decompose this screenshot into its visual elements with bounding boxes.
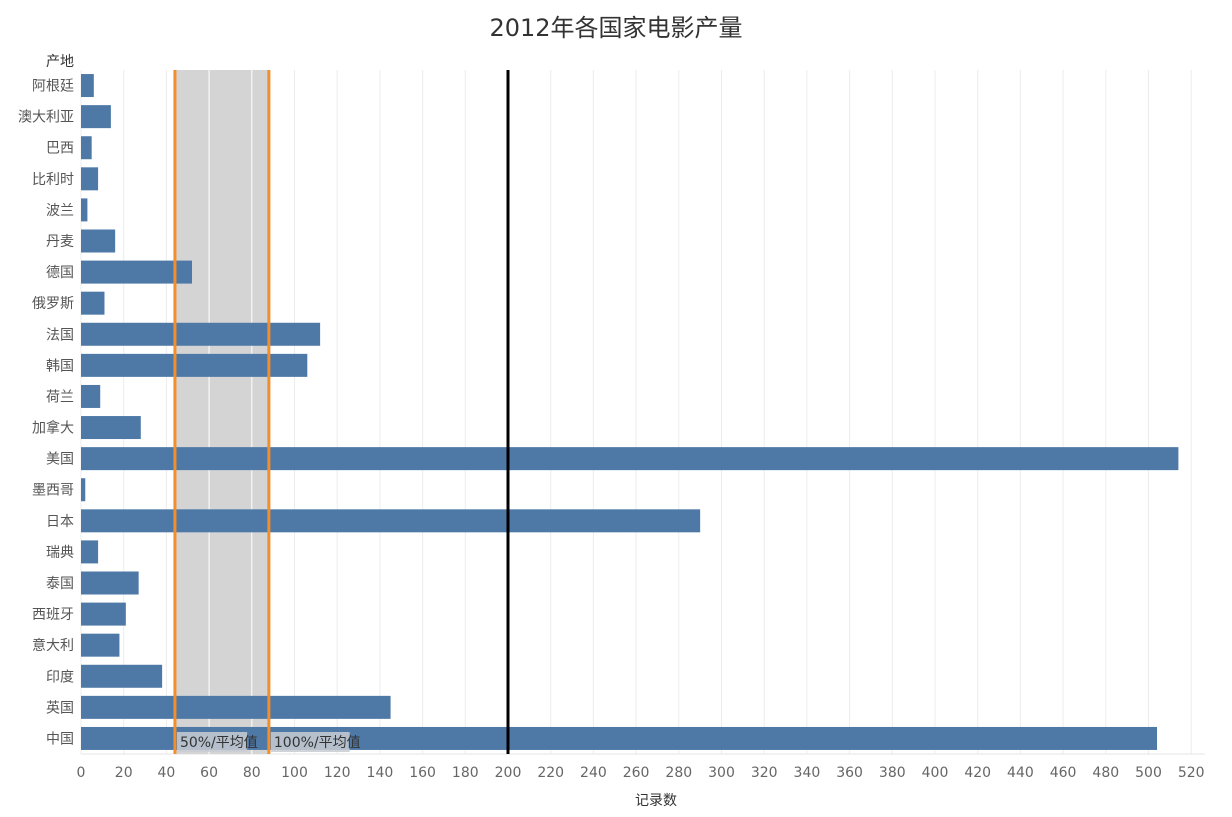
bar	[81, 571, 139, 595]
x-tick-label: 0	[77, 765, 86, 781]
bar	[81, 416, 141, 440]
category-labels: 阿根廷澳大利亚巴西比利时波兰丹麦德国俄罗斯法国韩国荷兰加拿大美国墨西哥日本瑞典泰…	[18, 79, 74, 748]
x-tick-label: 140	[367, 765, 394, 781]
x-tick-label: 240	[580, 765, 607, 781]
x-tick-label: 120	[324, 765, 351, 781]
bar	[81, 478, 86, 502]
x-tick-label: 520	[1178, 765, 1205, 781]
bar	[81, 726, 1158, 750]
bar	[81, 447, 1179, 471]
bar	[81, 664, 163, 688]
category-label: 阿根廷	[32, 79, 74, 95]
category-label: 比利时	[32, 172, 74, 188]
category-label: 西班牙	[32, 607, 74, 623]
reference-line-label: 100%/平均值	[274, 735, 361, 751]
reference-label-background	[270, 732, 350, 752]
x-tick-label: 200	[495, 765, 522, 781]
x-axis-title: 记录数	[635, 793, 677, 809]
x-tick-label: 360	[836, 765, 863, 781]
reference-label-background	[176, 732, 248, 752]
x-tick-label: 400	[922, 765, 949, 781]
x-tick-labels: 0 20 40 60 80 100 120 140 160 180 200 220 240 260 280 3…	[77, 765, 1205, 781]
x-tick-label: 380	[879, 765, 906, 781]
x-tick-label: 280	[665, 765, 692, 781]
category-label: 意大利	[32, 637, 74, 654]
bar	[81, 198, 88, 222]
bar	[81, 695, 391, 719]
category-label: 日本	[46, 514, 74, 530]
x-tick-label: 500	[1135, 765, 1162, 781]
x-tick-label: 340	[794, 765, 821, 781]
category-label: 荷兰	[46, 389, 74, 405]
category-label: 俄罗斯	[32, 296, 74, 312]
bar	[81, 602, 126, 626]
bar	[81, 136, 92, 160]
category-label: 巴西	[46, 141, 74, 157]
category-label: 中国	[46, 731, 74, 747]
bar	[81, 540, 99, 564]
bar	[81, 74, 94, 98]
x-tick-label: 220	[537, 765, 564, 781]
x-tick-label: 440	[1007, 765, 1034, 781]
x-tick-label: 40	[157, 765, 175, 781]
reference-band-layer	[174, 70, 269, 754]
x-tick-label: 460	[1050, 765, 1077, 781]
category-label: 波兰	[46, 203, 74, 219]
x-tick-label: 420	[964, 765, 991, 781]
bar	[81, 105, 111, 129]
x-tick-label: 260	[623, 765, 650, 781]
category-label: 丹麦	[46, 234, 74, 250]
category-label: 墨西哥	[32, 483, 74, 499]
x-tick-label: 320	[751, 765, 778, 781]
bar	[81, 167, 99, 191]
bar	[81, 229, 116, 253]
category-label: 美国	[46, 452, 74, 468]
category-label: 泰国	[46, 576, 74, 592]
bar	[81, 509, 701, 533]
bar	[81, 384, 101, 408]
x-tick-label: 80	[243, 765, 261, 781]
x-tick-label: 160	[409, 765, 436, 781]
reference-line-label: 50%/平均值	[180, 735, 258, 751]
bar	[81, 260, 193, 284]
category-label: 法国	[46, 327, 74, 343]
bar	[81, 291, 105, 315]
category-label: 德国	[46, 265, 74, 281]
reference-lines-layer: 50%/平均值 100%/平均值	[173, 70, 510, 754]
category-label: 加拿大	[32, 420, 74, 437]
category-label: 澳大利亚	[18, 110, 74, 126]
reference-band	[174, 70, 269, 754]
category-label: 韩国	[46, 358, 74, 374]
x-tick-label: 300	[708, 765, 735, 781]
bars-layer	[81, 74, 1179, 750]
category-label: 印度	[46, 669, 74, 685]
bar	[81, 322, 321, 346]
x-tick-label: 60	[200, 765, 218, 781]
x-tick-label: 20	[115, 765, 133, 781]
chart-title: 2012年各国家电影产量	[489, 14, 743, 42]
x-tick-label: 180	[452, 765, 479, 781]
category-label: 英国	[46, 699, 74, 716]
x-tick-label: 480	[1092, 765, 1119, 781]
category-label: 瑞典	[46, 545, 74, 561]
bar	[81, 353, 308, 377]
bar	[81, 633, 120, 657]
x-tick-label: 100	[281, 765, 308, 781]
y-axis-header: 产地	[46, 54, 74, 70]
